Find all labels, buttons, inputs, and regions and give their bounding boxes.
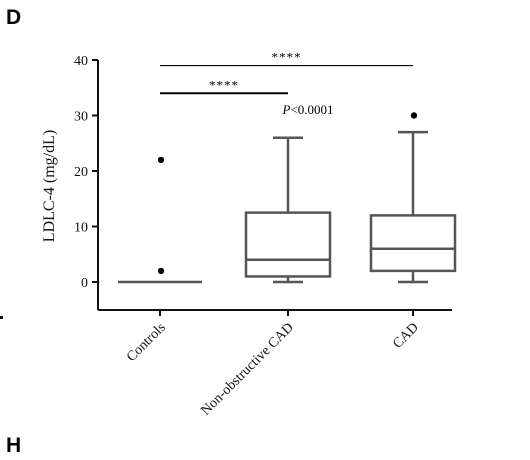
x-tick-label-0: Controls [124,320,169,365]
outlier-0-0 [157,156,165,164]
box-2 [369,214,457,273]
y-tick-label-0: 0 [81,276,88,291]
panel-letter-d: D [6,6,21,29]
outlier-0-1 [157,267,165,275]
p-value-annotation: P<0.0001 [281,102,333,117]
y-tick-label-10: 10 [74,221,88,236]
box-plot: 0 10 20 30 40 Controls Non-obstructive CAD CAD *… [74,50,457,419]
y-axis-label: LDLC-4 (mg/dL) [41,130,58,242]
x-tick-label-2: CAD [390,320,422,352]
y-tick-label-20: 20 [74,165,88,180]
significance-label-1: **** [209,77,239,92]
y-tick-label-40: 40 [74,54,88,69]
edge-mark [0,316,3,319]
box-1 [244,211,332,278]
y-tick-label-30: 30 [74,110,88,125]
panel-letter-h: H [6,434,21,457]
x-tick-label-1: Non-obstructive CAD [199,320,297,418]
outlier-2-0 [410,112,418,119]
significance-label-0: **** [272,50,302,65]
